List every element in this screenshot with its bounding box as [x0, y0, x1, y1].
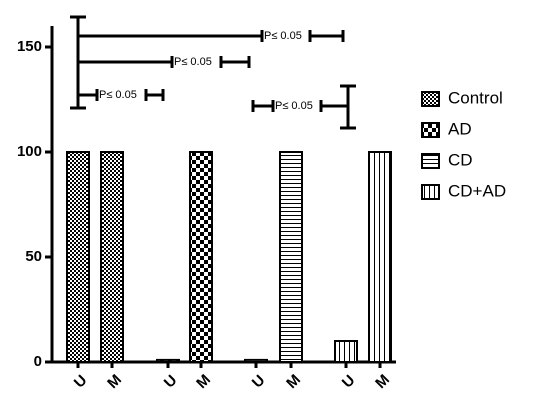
bar: [279, 151, 303, 363]
x-tick-label: U: [249, 372, 269, 392]
legend-label: CD+AD: [448, 181, 506, 200]
legend-swatch: [421, 91, 440, 107]
bar: [244, 358, 268, 363]
legend-swatch: [421, 184, 440, 200]
annotation: P≤ 0.05: [99, 89, 137, 101]
annotation: P≤ 0.05: [275, 100, 313, 112]
x-tick-label: U: [161, 372, 181, 392]
annotation: P≤ 0.05: [174, 56, 212, 68]
y-tick-label: 0: [34, 353, 42, 370]
x-tick-label: U: [71, 372, 91, 392]
legend-label: AD: [448, 119, 472, 138]
bar: [334, 340, 358, 363]
y-tick-label: 100: [17, 143, 42, 160]
bar: [100, 151, 124, 363]
legend-swatch: [421, 153, 440, 169]
legend-swatch: [421, 122, 440, 138]
y-tick-label: 50: [25, 248, 42, 265]
x-tick-label: M: [193, 371, 214, 392]
bar: [66, 151, 90, 363]
bar: [189, 151, 213, 363]
annotation: P≤ 0.05: [264, 30, 302, 42]
legend-label: Control: [448, 88, 503, 107]
bar: [156, 358, 180, 363]
x-tick-label: U: [339, 372, 359, 392]
legend-label: CD: [448, 150, 473, 169]
y-tick-label: 150: [17, 38, 42, 55]
x-tick-label: M: [104, 371, 125, 392]
bar: [368, 151, 392, 363]
x-tick-label: M: [283, 371, 304, 392]
x-tick-label: M: [372, 371, 393, 392]
